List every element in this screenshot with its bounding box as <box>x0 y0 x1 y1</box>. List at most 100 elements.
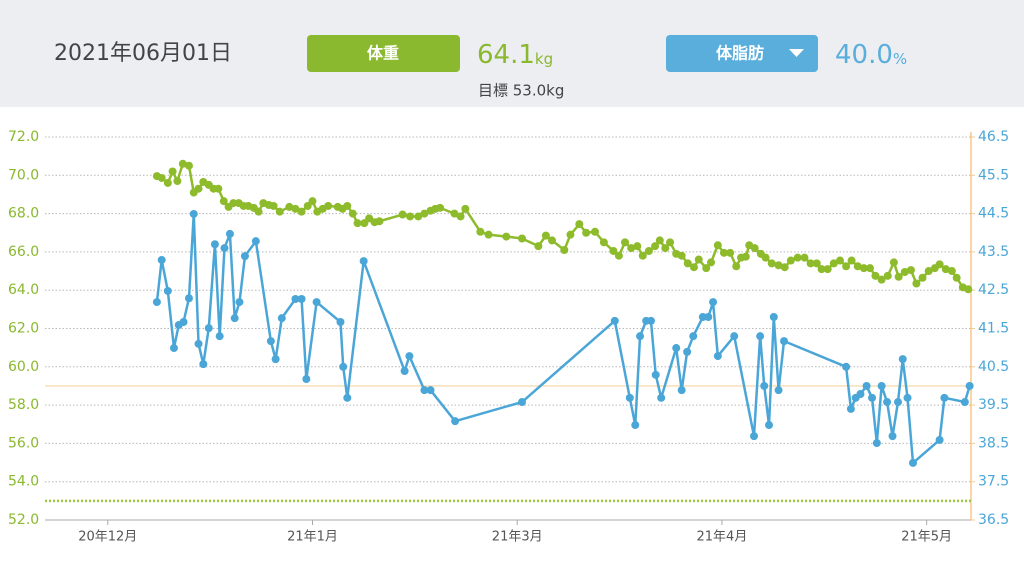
weight-value: 64.1kg <box>477 40 553 70</box>
data-point <box>375 217 384 226</box>
data-point <box>184 161 193 170</box>
data-point <box>719 248 728 257</box>
data-point <box>225 229 234 238</box>
data-point <box>266 337 275 346</box>
data-point <box>398 210 407 219</box>
fat-unit: % <box>893 50 907 68</box>
y-tick-label: 54.0 <box>8 474 39 490</box>
data-point <box>888 432 897 441</box>
y-tick-label: 62.0 <box>8 321 39 337</box>
data-point <box>343 393 352 402</box>
x-tick-label: 20年12月 <box>78 530 137 545</box>
data-point <box>947 267 956 276</box>
data-point <box>219 197 228 206</box>
data-point <box>534 242 543 251</box>
data-point <box>906 266 915 275</box>
data-point <box>767 259 776 268</box>
data-point <box>817 265 826 274</box>
y2-tick-label: 46.5 <box>978 129 1009 145</box>
date[interactable]: 2021年06月01日 <box>54 41 232 66</box>
data-point <box>277 314 286 323</box>
data-point <box>756 332 765 341</box>
data-point <box>761 253 770 262</box>
header-bar <box>0 0 1024 107</box>
y2-tick-label: 42.5 <box>978 282 1009 298</box>
data-point <box>291 204 300 213</box>
data-point <box>343 201 352 210</box>
series-line <box>156 162 969 291</box>
data-point <box>575 220 584 229</box>
data-point <box>689 263 698 272</box>
weight-unit: kg <box>535 50 553 68</box>
data-point <box>210 240 219 249</box>
data-point <box>271 355 280 364</box>
data-point <box>677 386 686 395</box>
data-point <box>847 256 856 265</box>
data-point <box>760 381 769 390</box>
data-point <box>793 253 802 262</box>
fat-button[interactable] <box>666 35 818 72</box>
data-point <box>215 332 224 341</box>
data-point <box>707 258 716 267</box>
data-point <box>610 316 619 325</box>
data-point <box>935 435 944 444</box>
data-point <box>657 393 666 402</box>
data-point <box>940 393 949 402</box>
data-point <box>898 355 907 364</box>
data-point <box>420 386 429 395</box>
data-point <box>672 344 681 353</box>
data-point <box>414 212 423 221</box>
data-point <box>484 230 493 239</box>
data-point <box>912 279 921 288</box>
y2-tick-label: 43.5 <box>978 244 1009 260</box>
y-tick-label: 70.0 <box>8 167 39 183</box>
data-point <box>336 317 345 326</box>
data-point <box>853 262 862 271</box>
data-point <box>750 432 759 441</box>
data-point <box>599 238 608 247</box>
y-tick-label: 52.0 <box>8 512 39 528</box>
data-point <box>461 204 470 213</box>
y-tick-label: 72.0 <box>8 129 39 145</box>
data-point <box>812 259 821 268</box>
data-point <box>179 317 188 326</box>
data-point <box>285 202 294 211</box>
data-point <box>732 262 741 271</box>
data-point <box>199 360 208 369</box>
dropdown-arrow[interactable] <box>789 49 804 57</box>
data-point <box>621 238 630 247</box>
data-point <box>451 417 460 426</box>
data-point <box>627 244 636 253</box>
y2-tick-label: 39.5 <box>978 397 1009 413</box>
data-point <box>889 258 898 267</box>
data-point <box>683 347 692 356</box>
fat-button-label[interactable]: 体脂肪 <box>716 44 764 63</box>
data-point <box>308 197 317 206</box>
weight-button-label[interactable]: 体重 <box>367 44 399 63</box>
data-point <box>339 362 348 371</box>
data-point <box>800 253 809 262</box>
chart: 52.0 54.0 56.0 58.0 60.0 62.0 64.0 66.0 68.0 70.0… <box>8 129 1009 545</box>
data-point <box>214 184 223 193</box>
data-point <box>713 241 722 250</box>
data-point <box>780 263 789 272</box>
weight-button[interactable] <box>307 35 460 72</box>
data-point <box>420 209 429 218</box>
data-point <box>862 381 871 390</box>
data-point <box>614 251 623 260</box>
data-point <box>194 339 203 348</box>
data-point <box>774 386 783 395</box>
data-point <box>426 386 435 395</box>
data-point <box>871 271 880 280</box>
data-point <box>184 294 193 303</box>
data-point <box>638 251 647 260</box>
x-tick-label: 21年3月 <box>492 530 543 545</box>
y2-tick-label: 36.5 <box>978 512 1009 528</box>
data-point <box>625 393 634 402</box>
y-tick-label: 58.0 <box>8 397 39 413</box>
data-point <box>359 257 368 266</box>
data-point <box>741 252 750 261</box>
data-point <box>856 389 865 398</box>
data-point <box>406 212 415 221</box>
data-point <box>769 313 778 322</box>
